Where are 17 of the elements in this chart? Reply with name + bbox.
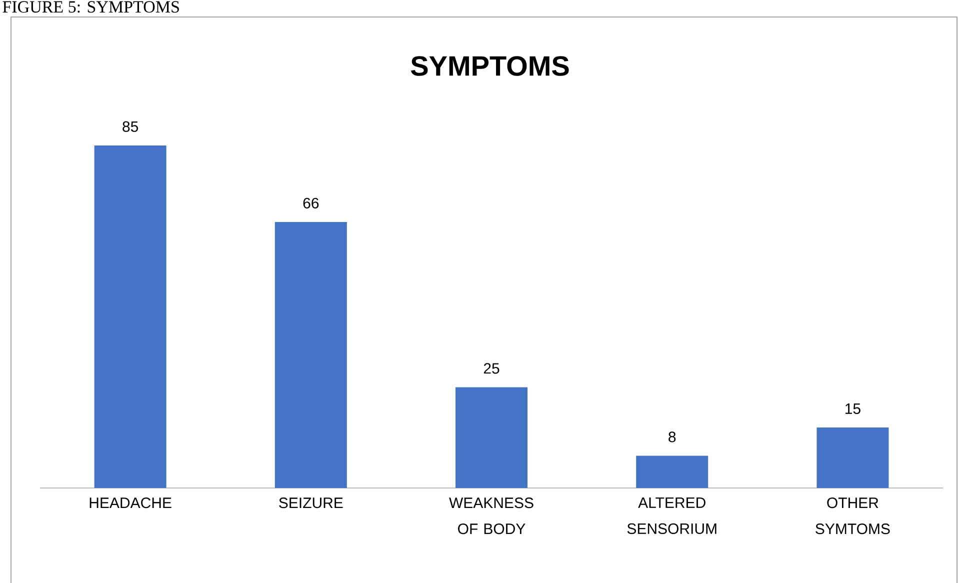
data-label: 85 bbox=[122, 121, 138, 132]
x-tick-label: WEAKNESS OF BODY bbox=[449, 498, 534, 534]
bar bbox=[816, 428, 889, 488]
x-tick-label: SEIZURE bbox=[279, 498, 343, 508]
data-label: 25 bbox=[484, 363, 500, 374]
data-label: 66 bbox=[303, 198, 319, 208]
data-label: 15 bbox=[846, 404, 860, 414]
bar bbox=[636, 456, 708, 488]
x-tick-label: HEADACHE bbox=[90, 498, 172, 508]
data-label: 8 bbox=[668, 432, 676, 442]
caption: FIGURE 5: SYMPTOMS bbox=[2, 1, 179, 13]
bar bbox=[94, 145, 166, 488]
chart-title: SYMPTOMS bbox=[410, 56, 569, 76]
bar bbox=[456, 387, 528, 488]
x-tick-label: OTHER SYMTOMS bbox=[816, 498, 890, 534]
bar bbox=[274, 222, 347, 488]
x-tick-label: ALTERED SENSORIUM bbox=[627, 498, 716, 534]
